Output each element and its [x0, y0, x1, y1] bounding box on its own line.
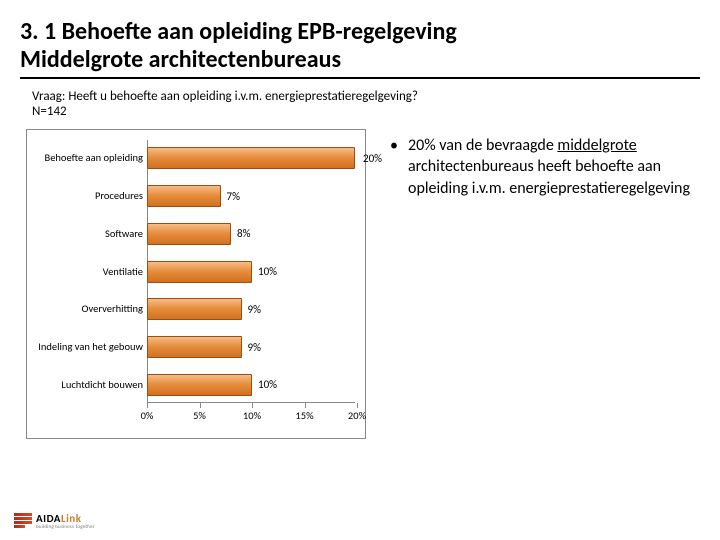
bar-value-label: 9% — [248, 341, 261, 354]
title-line2: Middelgrote architectenbureaus — [20, 45, 341, 74]
x-tick-label: 20% — [348, 409, 366, 422]
x-tick — [252, 403, 253, 408]
bullet-prefix: 20% van de bevraagde — [408, 136, 557, 155]
bar-row: 10% — [147, 261, 355, 283]
category-label: Luchtdicht bouwen — [61, 379, 143, 391]
slide-title: 3. 1 Behoefte aan opleiding EPB-regelgev… — [20, 18, 700, 75]
logo-sub: building business together — [36, 524, 95, 530]
content-row: 20% 7% 8% 10% 9% 9% 10% 0% 5% 10% 15% 20% Behoefte… — [20, 129, 700, 439]
plot-area: 20% 7% 8% 10% 9% 9% 10% 0% 5% 10% 15% 20% Behoefte… — [27, 130, 365, 438]
category-label: Ventilatie — [103, 266, 143, 278]
logo-text-wrap: AIDALink building business together — [36, 512, 95, 530]
bullet-text: 20% van de bevraagde middelgrote archite… — [408, 135, 700, 200]
bar-row: 20% — [147, 147, 355, 169]
bar-row: 9% — [147, 298, 355, 320]
category-label: Behoefte aan opleiding — [44, 152, 143, 164]
bullet-item: • 20% van de bevraagde middelgrote archi… — [390, 135, 700, 200]
bullet-marker: • — [390, 135, 408, 200]
x-axis: 0%5%10%15%20% — [147, 402, 355, 438]
bar-value-label: 8% — [237, 227, 250, 240]
question-text: Vraag: Heeft u behoefte aan opleiding i.… — [32, 89, 700, 104]
x-tick-label: 10% — [243, 409, 261, 422]
title-underline — [20, 77, 700, 79]
x-tick — [357, 403, 358, 408]
slide: 3. 1 Behoefte aan opleiding EPB-regelgev… — [0, 0, 720, 540]
bar-row: 10% — [147, 374, 355, 396]
x-tick-label: 15% — [295, 409, 313, 422]
bullet-block: • 20% van de bevraagde middelgrote archi… — [366, 129, 700, 439]
bar-value-label: 10% — [258, 265, 277, 278]
category-label: Procedures — [95, 190, 143, 202]
category-label: Indeling van het gebouw — [38, 341, 143, 353]
bar — [147, 223, 231, 245]
bar — [147, 147, 355, 169]
bar-row: 8% — [147, 223, 355, 245]
question-block: Vraag: Heeft u behoefte aan opleiding i.… — [32, 89, 700, 119]
bullet-underlined: middelgrote — [557, 136, 636, 155]
x-tick-label: 0% — [141, 409, 154, 422]
logo-icon — [14, 513, 32, 529]
bar-row: 9% — [147, 336, 355, 358]
bar-value-label: 9% — [248, 303, 261, 316]
x-tick — [200, 403, 201, 408]
bar — [147, 374, 252, 396]
bar-row: 7% — [147, 185, 355, 207]
x-tick — [305, 403, 306, 408]
bar-value-label: 7% — [227, 190, 240, 203]
bar-value-label: 10% — [258, 378, 277, 391]
bar — [147, 261, 252, 283]
bar — [147, 336, 242, 358]
bar — [147, 298, 242, 320]
bars-container: 20% 7% 8% 10% 9% 9% 10% — [147, 140, 355, 402]
title-line1: 3. 1 Behoefte aan opleiding EPB-regelgev… — [20, 17, 457, 46]
bar-value-label: 20% — [363, 152, 382, 165]
category-label: Oververhitting — [82, 303, 143, 315]
x-tick-label: 5% — [193, 409, 206, 422]
bar — [147, 185, 221, 207]
category-label: Software — [105, 228, 143, 240]
sample-size: N=142 — [32, 104, 700, 119]
bar-chart: 20% 7% 8% 10% 9% 9% 10% 0% 5% 10% 15% 20% Behoefte… — [26, 129, 366, 439]
x-tick — [147, 403, 148, 408]
bullet-suffix: architectenbureaus heeft behoefte aan op… — [408, 157, 690, 198]
footer-logo: AIDALink building business together — [14, 512, 95, 530]
